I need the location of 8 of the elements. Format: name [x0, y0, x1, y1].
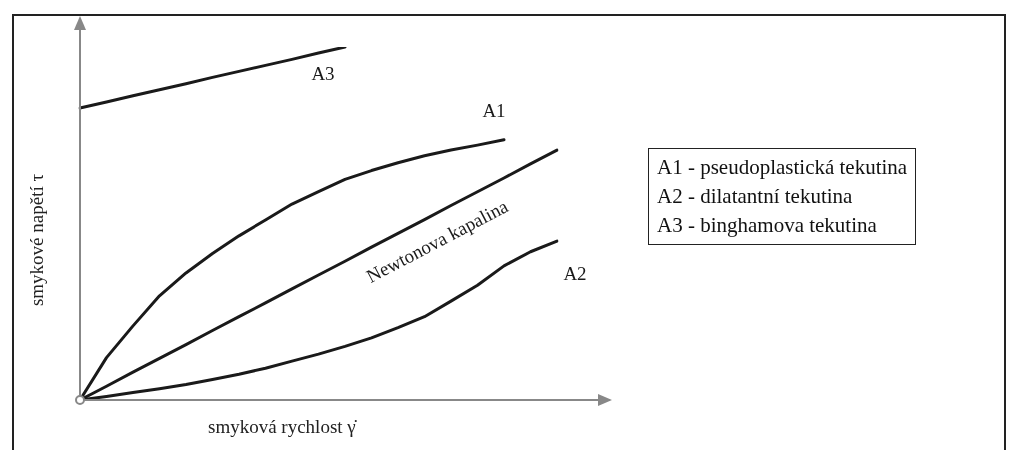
x-axis-title: smyková rychlost γ̇ [208, 415, 358, 437]
series-label: A1 [482, 99, 506, 121]
text: A2 - dilatantní tekutina [657, 183, 854, 210]
series-label: A2 [563, 263, 587, 285]
series-label: A3 [311, 62, 335, 84]
text: A1 - pseudoplastická tekutina [657, 154, 908, 181]
text: A3 - binghamova tekutina [657, 212, 878, 239]
y-axis-title: smykové napětí τ [25, 173, 47, 307]
